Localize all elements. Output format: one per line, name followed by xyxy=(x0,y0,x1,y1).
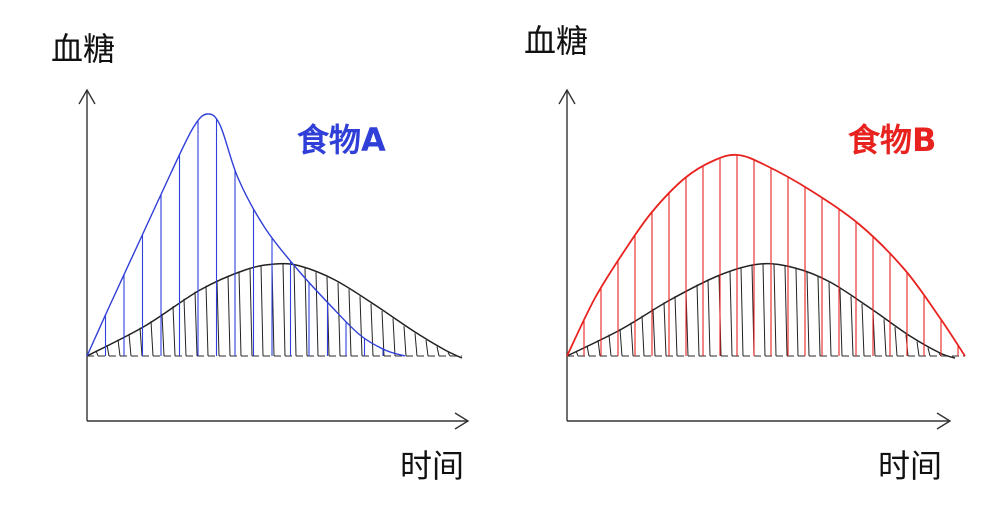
reference-curve-food-a-hatch-line xyxy=(381,310,385,357)
reference-curve-food-a-hatch-line xyxy=(227,275,231,357)
reference-curve-food-b-hatch-line xyxy=(894,327,898,357)
axes-food-a xyxy=(78,88,470,430)
glucose-curve-food-a-outline xyxy=(86,113,406,357)
reference-curve-food-b-hatch-line xyxy=(839,289,843,357)
reference-curve-food-a-hatch-line xyxy=(260,265,264,357)
reference-curve-food-a-hatch-line xyxy=(293,264,297,357)
glucose-curve-food-b-outline xyxy=(566,153,966,357)
reference-curve-food-b-hatch-line xyxy=(619,328,623,357)
reference-curve-food-a-hatch-line xyxy=(194,291,198,357)
reference-curve-food-b-hatch-line xyxy=(696,284,700,357)
x-axis-arrow-food-a xyxy=(454,412,470,430)
reference-curve-food-a-hatch-line xyxy=(183,298,187,357)
reference-curve-food-a-hatch-line xyxy=(403,326,407,357)
reference-curve-food-a-hatch-line xyxy=(106,344,110,357)
reference-curve-food-b-hatch-line xyxy=(795,268,799,357)
reference-curve-food-b-hatch-line xyxy=(641,315,645,357)
y-axis-arrow-food-a xyxy=(78,88,96,105)
reference-curve-food-b-hatch-line xyxy=(608,334,612,357)
x-axis-label-food-a: 时间 xyxy=(400,447,465,485)
reference-curve-food-b xyxy=(566,262,956,359)
reference-curve-food-a-hatch-line xyxy=(348,289,352,357)
reference-curve-food-b-hatch-line xyxy=(806,272,810,357)
glucose-curve-food-b xyxy=(566,153,966,357)
reference-curve-food-a-hatch-line xyxy=(117,339,121,357)
reference-curve-food-b-hatch-line xyxy=(784,266,788,357)
reference-curve-food-b-hatch-line xyxy=(586,345,590,357)
reference-curve-food-a-hatch-line xyxy=(172,306,176,357)
reference-curve-food-a-hatch-line xyxy=(205,285,209,357)
reference-curve-food-a-hatch-line xyxy=(392,318,396,357)
reference-curve-food-b-outline xyxy=(566,262,956,359)
x-axis-label-food-b: 时间 xyxy=(878,447,943,485)
reference-curve-food-a-hatch-line xyxy=(436,346,440,357)
food-a-label: 食物A xyxy=(297,121,386,159)
reference-curve-food-b-hatch-line xyxy=(927,347,931,357)
reference-curve-food-a-hatch-line xyxy=(216,280,220,357)
reference-curve-food-a-hatch-line xyxy=(370,303,374,357)
reference-curve-food-b-hatch-line xyxy=(861,303,865,357)
reference-curve-food-a-hatch-line xyxy=(447,352,451,357)
reference-curve-food-a-hatch-line xyxy=(150,321,154,357)
reference-curve-food-b-hatch-line xyxy=(883,319,887,357)
reference-curve-food-b-hatch-line xyxy=(707,279,711,357)
reference-curve-food-b-hatch-line xyxy=(575,350,579,357)
glucose-curve-food-a xyxy=(86,113,406,357)
reference-curve-food-a-hatch-line xyxy=(359,296,363,357)
reference-curve-food-b-hatch-line xyxy=(597,340,601,357)
reference-curve-food-a-hatch-line xyxy=(414,333,418,357)
reference-curve-food-b-hatch-line xyxy=(916,341,920,357)
reference-curve-food-a-hatch-line xyxy=(337,282,341,357)
reference-curve-food-b-hatch-line xyxy=(828,282,832,357)
y-axis-arrow-food-b xyxy=(558,88,576,105)
reference-curve-food-a-hatch-line xyxy=(282,263,286,357)
x-axis-arrow-food-b xyxy=(936,412,952,430)
reference-curve-food-b-hatch-line xyxy=(630,322,634,357)
reference-curve-food-a-hatch-line xyxy=(425,340,429,357)
reference-curve-food-b-hatch-line xyxy=(762,263,766,357)
y-axis-label-food-a: 血糖 xyxy=(51,30,116,68)
reference-curve-food-b-hatch-line xyxy=(740,267,744,357)
axes-food-b xyxy=(558,88,952,430)
reference-curve-food-b-hatch-line xyxy=(773,264,777,357)
reference-curve-food-a-hatch-line xyxy=(238,271,242,357)
reference-curve-food-a-hatch-line xyxy=(304,268,308,357)
reference-curve-food-b-hatch-line xyxy=(850,296,854,357)
reference-curve-food-b-hatch-line xyxy=(674,296,678,357)
reference-curve-food-a-hatch-line xyxy=(128,333,132,357)
food-b-label: 食物B xyxy=(848,121,937,159)
reference-curve-food-a-hatch-line xyxy=(139,327,143,357)
reference-curve-food-b-hatch-line xyxy=(729,270,733,357)
reference-curve-food-a-hatch-line xyxy=(249,267,253,357)
reference-curve-food-a-hatch-line xyxy=(95,350,99,357)
y-axis-label-food-b: 血糖 xyxy=(524,22,589,60)
reference-curve-food-b-hatch-line xyxy=(817,276,821,357)
reference-curve-food-b-hatch-line xyxy=(663,302,667,357)
reference-curve-food-a-outline xyxy=(86,262,463,359)
reference-curve-food-a-hatch-line xyxy=(315,272,319,357)
reference-curve-food-b-hatch-line xyxy=(652,308,656,357)
reference-curve-food-a-hatch-line xyxy=(161,313,165,357)
